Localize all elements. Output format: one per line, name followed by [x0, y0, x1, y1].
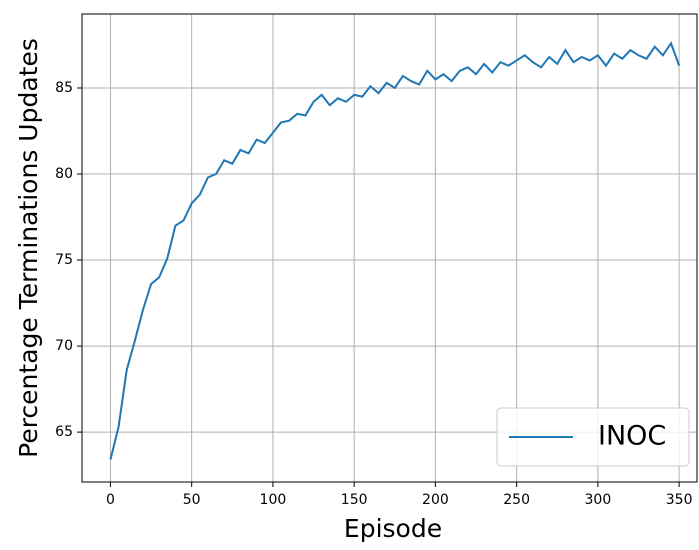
y-tick-label: 80: [55, 166, 73, 182]
data-line: [109, 41, 681, 460]
y-tick-label: 85: [55, 80, 73, 96]
y-tick-label: 75: [55, 252, 73, 268]
y-tick-label: 65: [55, 424, 73, 440]
x-tick-label: 250: [503, 492, 530, 508]
y-tick-label: 70: [55, 338, 73, 354]
plot-frame: [81, 13, 698, 483]
x-tick-label: 100: [260, 492, 287, 508]
legend-box: [496, 407, 690, 467]
x-axis-label: Episode: [344, 514, 442, 543]
x-tick-label: 0: [106, 492, 115, 508]
x-tick-label: 300: [585, 492, 612, 508]
x-tick-label: 150: [341, 492, 368, 508]
x-tick-label: 350: [666, 492, 693, 508]
x-tick-label: 200: [422, 492, 449, 508]
legend-label: INOC: [598, 421, 666, 452]
y-axis-label: Percentage Terminations Updates: [14, 38, 43, 458]
x-tick-label: 50: [183, 492, 201, 508]
